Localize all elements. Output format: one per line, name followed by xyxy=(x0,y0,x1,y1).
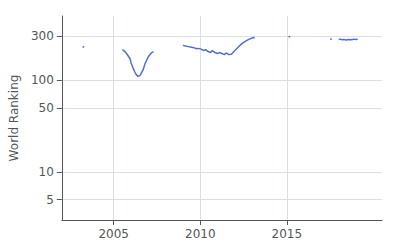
svg-text:2005: 2005 xyxy=(98,227,129,241)
svg-text:World Ranking: World Ranking xyxy=(7,75,21,162)
svg-text:300: 300 xyxy=(31,29,54,43)
svg-text:2010: 2010 xyxy=(185,227,216,241)
svg-text:100: 100 xyxy=(31,73,54,87)
svg-text:10: 10 xyxy=(39,165,54,179)
svg-text:5: 5 xyxy=(46,193,54,207)
svg-text:50: 50 xyxy=(39,101,54,115)
svg-text:2015: 2015 xyxy=(272,227,303,241)
